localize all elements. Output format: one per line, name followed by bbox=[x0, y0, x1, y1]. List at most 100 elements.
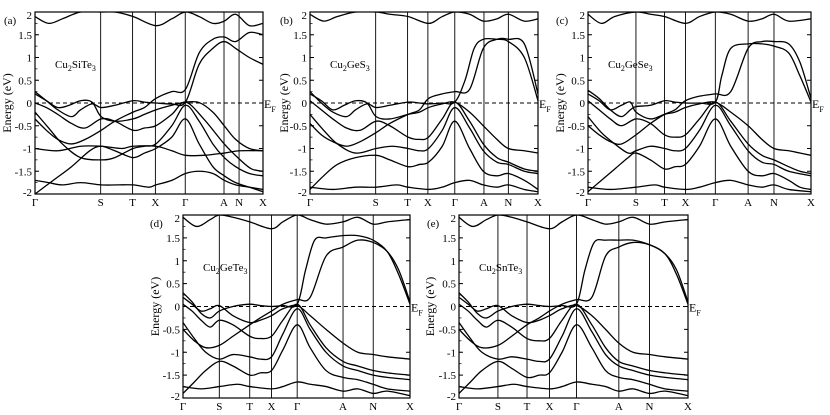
k-point-label: T bbox=[404, 197, 411, 209]
k-point-label: S bbox=[98, 197, 104, 209]
k-point-label: X bbox=[681, 197, 689, 209]
fermi-label-main: E bbox=[812, 97, 819, 111]
band-line bbox=[35, 101, 263, 172]
k-point-label: Γ bbox=[307, 197, 313, 209]
band-line bbox=[588, 42, 811, 118]
k-point-label: X bbox=[406, 401, 414, 413]
y-tick-label: -0.5 bbox=[439, 324, 457, 336]
y-tick-label: 2 bbox=[175, 213, 181, 225]
y-tick-label: 0.5 bbox=[18, 75, 32, 87]
fermi-label: EF bbox=[411, 301, 423, 318]
compound-text: Cu bbox=[330, 59, 343, 71]
fermi-label-subscript: F bbox=[271, 105, 276, 114]
k-point-label: X bbox=[545, 401, 553, 413]
band-line bbox=[588, 100, 811, 175]
band-line bbox=[310, 106, 538, 175]
y-tick-label: 0.5 bbox=[166, 279, 180, 291]
band-line bbox=[459, 215, 688, 230]
y-tick-label: -1 bbox=[23, 144, 32, 156]
k-point-label: T bbox=[129, 197, 136, 209]
compound-subscript: 2 bbox=[492, 267, 496, 276]
band-line bbox=[183, 303, 410, 376]
panel-label: (a) bbox=[4, 15, 17, 27]
y-tick-label: -0.5 bbox=[290, 121, 308, 133]
panel-label: (c) bbox=[556, 15, 569, 27]
y-tick-label: 0.5 bbox=[571, 75, 585, 87]
fermi-label-main: E bbox=[689, 301, 696, 315]
y-tick-label: 1.5 bbox=[442, 233, 456, 245]
k-point-label: N bbox=[235, 197, 243, 209]
compound-subscript: 3 bbox=[244, 267, 248, 276]
band-line bbox=[35, 170, 263, 191]
y-tick-label: 1.5 bbox=[293, 30, 307, 42]
fermi-label-subscript: F bbox=[696, 309, 701, 318]
band-line bbox=[35, 93, 263, 152]
y-tick-label: 2 bbox=[580, 10, 586, 22]
band-line bbox=[310, 100, 538, 172]
compound-text: Cu bbox=[479, 262, 492, 274]
k-point-label: X bbox=[424, 197, 432, 209]
band-line bbox=[459, 308, 688, 381]
y-tick-label: -0.5 bbox=[15, 121, 33, 133]
k-point-label: S bbox=[633, 197, 639, 209]
compound-text: Cu bbox=[608, 59, 621, 71]
compound-label: Cu2SiTe3 bbox=[55, 59, 96, 73]
band-line bbox=[35, 40, 263, 118]
k-point-label: S bbox=[216, 401, 222, 413]
y-tick-label: -1 bbox=[171, 347, 180, 359]
y-axis-label: Energy (eV) bbox=[0, 73, 14, 132]
k-point-label: T bbox=[246, 401, 253, 413]
compound-subscript: 3 bbox=[649, 64, 653, 73]
y-tick-label: 2 bbox=[451, 213, 457, 225]
fermi-label-main: E bbox=[539, 97, 546, 111]
y-tick-label: -1.5 bbox=[163, 370, 181, 382]
k-point-label: X bbox=[684, 401, 692, 413]
y-tick-label: 1 bbox=[27, 53, 33, 65]
k-point-label: A bbox=[339, 401, 347, 413]
k-point-label: X bbox=[151, 197, 159, 209]
y-axis-label: Energy (eV) bbox=[553, 73, 567, 132]
y-tick-label: 1 bbox=[175, 256, 181, 268]
k-point-label: S bbox=[495, 401, 501, 413]
panel-label: (d) bbox=[150, 218, 163, 230]
k-point-label: X bbox=[534, 197, 542, 209]
k-point-label: T bbox=[524, 401, 531, 413]
band-line bbox=[459, 303, 688, 376]
band-line bbox=[183, 324, 410, 394]
compound-label: Cu2GeS3 bbox=[330, 59, 370, 73]
k-point-label: Γ bbox=[585, 197, 591, 209]
band-line bbox=[183, 296, 410, 360]
y-tick-label: 0 bbox=[580, 98, 586, 110]
compound-text: Cu bbox=[55, 59, 68, 71]
y-tick-label: -1 bbox=[576, 144, 585, 156]
compound-text: GeSe bbox=[625, 59, 649, 71]
fermi-label: EF bbox=[689, 301, 701, 318]
fermi-label-subscript: F bbox=[819, 105, 824, 114]
compound-text: Cu bbox=[203, 262, 216, 274]
k-point-label: S bbox=[373, 197, 379, 209]
compound-subscript: 3 bbox=[92, 64, 96, 73]
k-point-label: Γ bbox=[294, 401, 300, 413]
k-point-label: Γ bbox=[182, 197, 188, 209]
y-tick-label: -2 bbox=[298, 187, 307, 199]
compound-label: Cu2SnTe3 bbox=[479, 262, 522, 276]
k-point-label: N bbox=[770, 197, 778, 209]
y-tick-label: -1 bbox=[298, 144, 307, 156]
band-line bbox=[310, 12, 538, 25]
compound-subscript: 2 bbox=[216, 267, 220, 276]
band-line bbox=[588, 40, 811, 145]
y-tick-label: -2 bbox=[447, 391, 456, 403]
band-line bbox=[588, 118, 811, 193]
band-line bbox=[588, 179, 811, 193]
panel-label: (b) bbox=[280, 15, 293, 27]
y-tick-label: 1.5 bbox=[18, 30, 32, 42]
k-point-label: Γ bbox=[180, 401, 186, 413]
k-point-label: Γ bbox=[712, 197, 718, 209]
band-line bbox=[588, 93, 811, 156]
fermi-label-subscript: F bbox=[418, 309, 423, 318]
compound-text: SiTe bbox=[72, 59, 92, 71]
compound-text: GeTe bbox=[220, 262, 244, 274]
